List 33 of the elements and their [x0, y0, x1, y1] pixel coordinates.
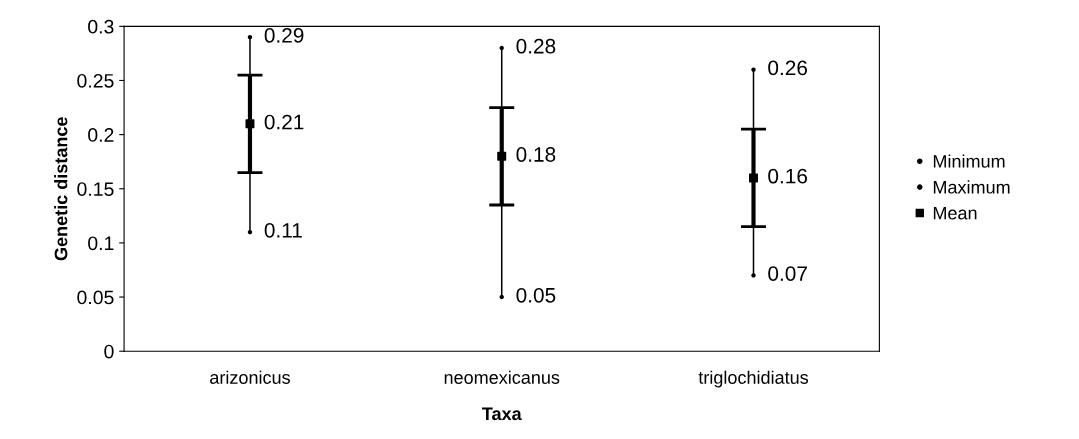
point	[497, 151, 507, 161]
point	[499, 294, 504, 300]
y-tick-label: 0.25	[77, 73, 114, 88]
legend-label: Minimum	[933, 154, 1005, 168]
data-label: 0.18	[516, 147, 556, 162]
point	[749, 173, 759, 183]
data-label: 0.16	[768, 168, 808, 184]
y-tick-label: 0.3	[88, 19, 114, 34]
data-label: 0.07	[768, 266, 807, 281]
y-tick-label: 0.2	[88, 128, 114, 142]
legend-label: Mean	[933, 206, 977, 220]
data-label: 0.05	[516, 287, 556, 303]
point	[245, 119, 255, 129]
point	[247, 34, 253, 40]
x-tick-label: triglochidiatus	[698, 370, 809, 388]
data-label: 0.26	[768, 60, 808, 76]
legend-label: Maximum	[933, 180, 1010, 194]
data-label: 0.21	[264, 114, 304, 130]
point	[247, 229, 253, 235]
y-tick-label: 0.1	[88, 236, 114, 251]
data-label: 0.11	[264, 222, 302, 238]
point	[751, 273, 756, 278]
y-tick-label: 0.05	[77, 290, 114, 305]
y-tick-label: 0.15	[77, 182, 114, 197]
x-axis-title: Taxa	[482, 407, 522, 421]
x-tick-label: arizonicus	[210, 370, 290, 384]
data-label: 0.28	[516, 38, 556, 54]
y-axis-title: Genetic distance	[54, 117, 68, 261]
y-tick-label: 0	[104, 344, 114, 359]
data-label: 0.29	[264, 28, 304, 43]
point	[499, 45, 504, 51]
x-tick-label: neomexicanus	[444, 370, 560, 384]
point	[751, 67, 756, 72]
